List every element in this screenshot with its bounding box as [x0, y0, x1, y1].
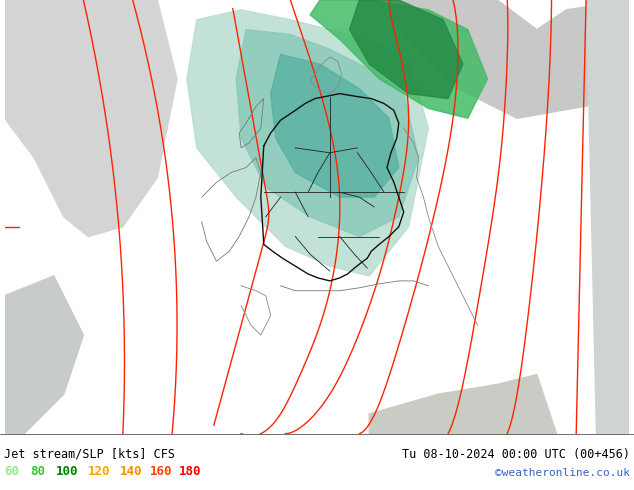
Text: 120: 120 [88, 465, 110, 478]
Text: 80: 80 [30, 465, 45, 478]
Polygon shape [187, 10, 429, 276]
Polygon shape [389, 0, 630, 118]
Polygon shape [369, 374, 557, 434]
Text: 100: 100 [56, 465, 79, 478]
Text: 160: 160 [150, 465, 172, 478]
Text: Jet stream/SLP [kts] CFS: Jet stream/SLP [kts] CFS [4, 448, 175, 461]
Text: 180: 180 [179, 465, 202, 478]
Polygon shape [310, 0, 488, 118]
Polygon shape [271, 54, 399, 197]
Polygon shape [349, 0, 463, 98]
Polygon shape [4, 0, 177, 237]
Polygon shape [236, 29, 418, 237]
Polygon shape [4, 276, 84, 434]
Polygon shape [586, 0, 630, 434]
Text: Tu 08-10-2024 00:00 UTC (00+456): Tu 08-10-2024 00:00 UTC (00+456) [402, 448, 630, 461]
Text: 60: 60 [4, 465, 19, 478]
Text: 140: 140 [120, 465, 143, 478]
Text: ©weatheronline.co.uk: ©weatheronline.co.uk [495, 468, 630, 478]
